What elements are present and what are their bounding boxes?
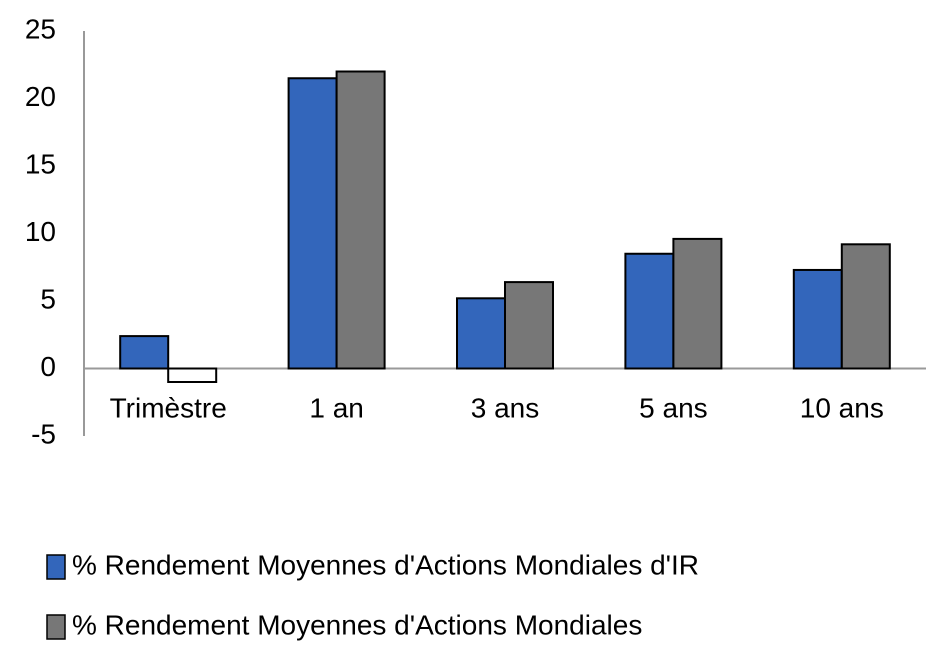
y-tick-label: -5	[31, 418, 56, 449]
bar	[792, 268, 843, 370]
bar	[840, 243, 891, 370]
bar	[456, 297, 506, 370]
bar	[119, 335, 170, 370]
bar	[504, 281, 554, 370]
bar	[335, 70, 386, 370]
bar	[167, 367, 218, 383]
y-tick-label: 20	[25, 81, 56, 112]
x-tick-label: 10 ans	[800, 392, 884, 423]
legend-label: % Rendement Moyennes d'Actions Mondiales…	[72, 549, 699, 580]
bar	[672, 237, 723, 370]
y-tick-label: 15	[25, 148, 56, 179]
y-tick-label: 10	[25, 216, 56, 247]
x-tick-label: 3 ans	[471, 392, 540, 423]
x-tick-label: 1 an	[309, 392, 364, 423]
bar	[287, 77, 338, 370]
x-tick-label: Trimèstre	[110, 392, 227, 423]
legend-swatch	[46, 554, 66, 580]
y-tick-label: 0	[40, 351, 56, 382]
bar	[624, 252, 675, 370]
y-tick-label: 25	[25, 13, 56, 44]
legend-label: % Rendement Moyennes d'Actions Mondiales	[72, 609, 642, 640]
x-tick-label: 5 ans	[639, 392, 708, 423]
legend-swatch	[46, 614, 66, 640]
y-tick-label: 5	[40, 283, 56, 314]
